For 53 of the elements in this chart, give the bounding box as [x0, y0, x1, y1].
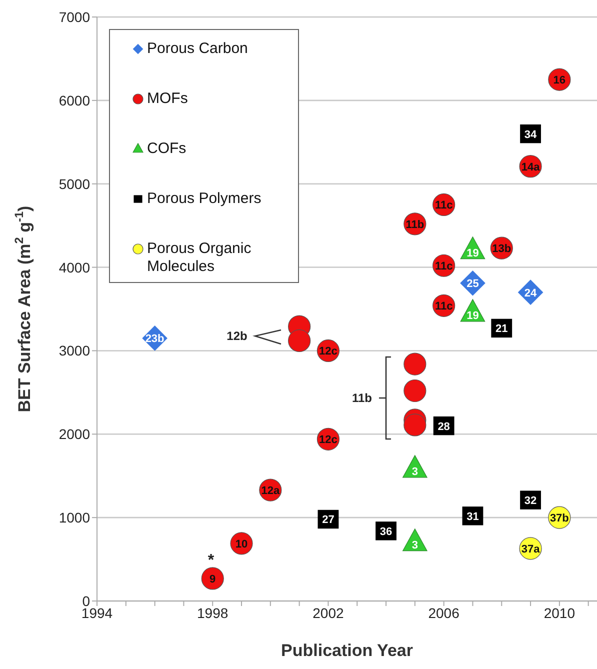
- annotation: 12a: [261, 485, 280, 498]
- annotation: 25: [466, 278, 479, 290]
- annotation: 23b: [145, 333, 165, 346]
- annotation: 27: [322, 514, 334, 526]
- legend-label: MOFs: [147, 90, 188, 108]
- y-tick-label: 3000: [58, 342, 90, 359]
- annotation: 31: [466, 510, 479, 523]
- annotation: 12c: [319, 434, 338, 446]
- annotation: 11c: [434, 260, 453, 273]
- x-tick-label: 2006: [428, 604, 460, 621]
- point: [288, 329, 311, 352]
- annotation: 12c: [319, 346, 338, 358]
- annotation: 32: [524, 495, 537, 508]
- annotation: 37b: [550, 512, 570, 525]
- y-tick-label: 6000: [58, 92, 90, 108]
- annotation: 9: [210, 573, 216, 586]
- point: [404, 414, 426, 436]
- annotation: 28: [438, 420, 450, 433]
- legend-label: Porous Carbon: [147, 40, 248, 58]
- x-tick-label: 2002: [312, 604, 344, 621]
- legend-label: Porous Organic Molecules: [147, 240, 252, 276]
- point: [404, 379, 426, 402]
- annotation: 19: [466, 248, 479, 260]
- legend-label: COFs: [147, 140, 186, 158]
- x-axis-title: Publication Year: [281, 641, 414, 660]
- point: [404, 352, 426, 376]
- y-tick-label: 4000: [58, 259, 90, 276]
- annotation: 21: [496, 323, 508, 336]
- annotation: 37a: [521, 543, 541, 556]
- annotation: 3: [412, 466, 418, 478]
- annotation: 34: [524, 128, 538, 141]
- annotation: 10: [235, 538, 248, 550]
- annotation: *: [208, 552, 215, 569]
- y-tick-label: 1000: [58, 510, 90, 526]
- annotation: 19: [466, 310, 479, 322]
- point: [201, 567, 224, 590]
- legend-label: Porous Polymers: [147, 190, 262, 208]
- y-tick-label: 2000: [58, 426, 90, 442]
- annotation: 24: [524, 287, 538, 300]
- annotation: 3: [412, 540, 418, 552]
- annotation: 13b: [492, 243, 512, 256]
- annotation: 16: [553, 74, 566, 87]
- y-tick-label: 5000: [58, 176, 90, 192]
- annotation: 14a: [521, 161, 541, 174]
- y-tick-label: 7000: [58, 8, 90, 25]
- annotation: 11b: [406, 218, 424, 231]
- annotation: 12b: [226, 329, 248, 343]
- annotation: 11b: [352, 391, 372, 405]
- x-tick-label: 2010: [544, 604, 576, 621]
- annotation: 36: [380, 526, 392, 538]
- annotation: 11c: [434, 200, 453, 212]
- x-tick-label: 1998: [197, 604, 228, 621]
- annotation: 11c: [434, 300, 453, 313]
